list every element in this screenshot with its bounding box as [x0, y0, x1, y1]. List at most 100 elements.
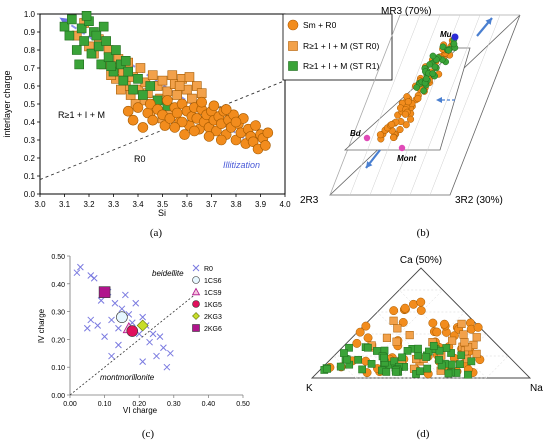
data-point: [380, 353, 388, 362]
legend-marker-st-r0: [288, 41, 298, 51]
data-point: [429, 52, 437, 60]
panel-d: Ca (50%) K Na (d): [306, 255, 543, 440]
data-point: [147, 114, 158, 126]
data-point: [171, 107, 183, 119]
data-point: [120, 55, 131, 66]
data-point: [396, 126, 404, 134]
data-point: [169, 122, 181, 133]
legend-label: 1CS9: [204, 290, 222, 297]
data-point: [147, 70, 158, 80]
legend-label: R0: [204, 266, 213, 273]
y-tick-label: 0.50: [51, 254, 65, 261]
data-point: [444, 369, 453, 378]
data-point: [116, 311, 128, 323]
legend-label: 2KG6: [204, 326, 222, 333]
legend-label: 1KG5: [204, 302, 222, 309]
data-point: [447, 360, 456, 369]
ternary-grid-line: [409, 14, 481, 196]
x-tick-label: 3.6: [181, 200, 193, 209]
data-point: [106, 61, 116, 72]
data-point: [364, 343, 372, 352]
data-point: [352, 338, 362, 348]
x-tick-label: 3.3: [108, 200, 120, 209]
y-tick-label: 0.2: [24, 154, 36, 163]
data-point: [401, 110, 409, 118]
legend-marker-sm-r0: [287, 19, 299, 31]
data-point: [457, 351, 466, 360]
data-point: [98, 286, 111, 298]
data-point: [139, 313, 147, 321]
data-point: [108, 316, 115, 324]
data-point: [167, 70, 178, 80]
data-point: [416, 367, 424, 376]
data-point: [354, 355, 362, 364]
y-tick-label: 0.10: [51, 365, 65, 372]
data-point: [416, 297, 426, 307]
data-point: [456, 360, 464, 369]
data-point: [203, 131, 215, 142]
y-tick-label: 0.30: [51, 310, 65, 317]
x-tick-label: 0.50: [236, 401, 250, 408]
data-point: [128, 84, 138, 95]
data-point: [184, 72, 195, 82]
data-point: [118, 305, 126, 313]
data-point: [403, 347, 412, 355]
ternary-grid-line: [333, 355, 356, 379]
data-point: [76, 23, 87, 34]
x-tick-label: 3.0: [34, 200, 46, 209]
data-point: [87, 316, 95, 324]
data-point: [382, 368, 391, 376]
data-point: [192, 264, 200, 272]
arrow-down-head: [366, 161, 373, 168]
legend-label-st-r1: R≥1 + I + M (ST R1): [303, 61, 379, 71]
data-point: [139, 358, 147, 365]
end-member-mu: [451, 33, 459, 41]
data-point: [67, 14, 77, 25]
data-point: [59, 21, 70, 32]
end-member-mu-label: Mu: [440, 30, 452, 39]
y-tick-label: 0.3: [24, 136, 36, 145]
data-point: [179, 129, 190, 140]
ternary-axis-right: 3R2 (30%): [455, 195, 503, 206]
data-point: [416, 306, 426, 315]
legend-label-st-r0: R≥1 + I + M (ST R0): [303, 41, 379, 51]
illitization-arrowhead: [59, 17, 69, 26]
data-point: [118, 75, 129, 86]
x-tick-label: 0.10: [98, 401, 112, 408]
end-member-mont-label: Mont: [397, 154, 416, 163]
divider-line: [69, 291, 199, 396]
data-point: [414, 351, 422, 360]
data-point: [115, 341, 122, 349]
data-point: [81, 11, 92, 21]
data-point: [94, 322, 102, 329]
data-point: [405, 331, 414, 340]
y-tick-label: 1.0: [24, 10, 36, 19]
data-point: [64, 30, 75, 41]
caption-b: (b): [417, 227, 430, 239]
data-point: [94, 41, 104, 52]
data-point: [138, 90, 148, 100]
x-tick-label: 3.8: [230, 200, 242, 209]
data-point: [97, 297, 105, 304]
data-point: [460, 338, 469, 347]
panel-c: 0.00 0.10 0.20 0.30 0.40 0.50 0.00 0.10 0.20 0.30…: [37, 254, 250, 440]
data-point: [83, 324, 91, 332]
data-point: [459, 330, 468, 339]
legend: Sm + R0 R≥1 + I + M (ST R0) R≥1 + I + M …: [282, 13, 393, 81]
data-point: [176, 116, 188, 128]
data-point: [122, 105, 134, 117]
end-member-bd-label: Bd: [350, 129, 362, 138]
data-point: [86, 48, 97, 59]
data-point: [74, 59, 84, 70]
data-point: [382, 333, 391, 342]
data-point: [439, 43, 447, 51]
y-tick-label: 0.8: [24, 46, 36, 55]
data-point: [122, 291, 129, 299]
data-point: [191, 287, 201, 296]
y-tick-label: 0.4: [24, 118, 36, 127]
ternary-axis-top: MR3 (70%): [381, 6, 432, 17]
data-point: [393, 324, 402, 333]
data-point: [429, 342, 438, 350]
data-point: [423, 364, 432, 373]
data-point: [166, 349, 174, 357]
